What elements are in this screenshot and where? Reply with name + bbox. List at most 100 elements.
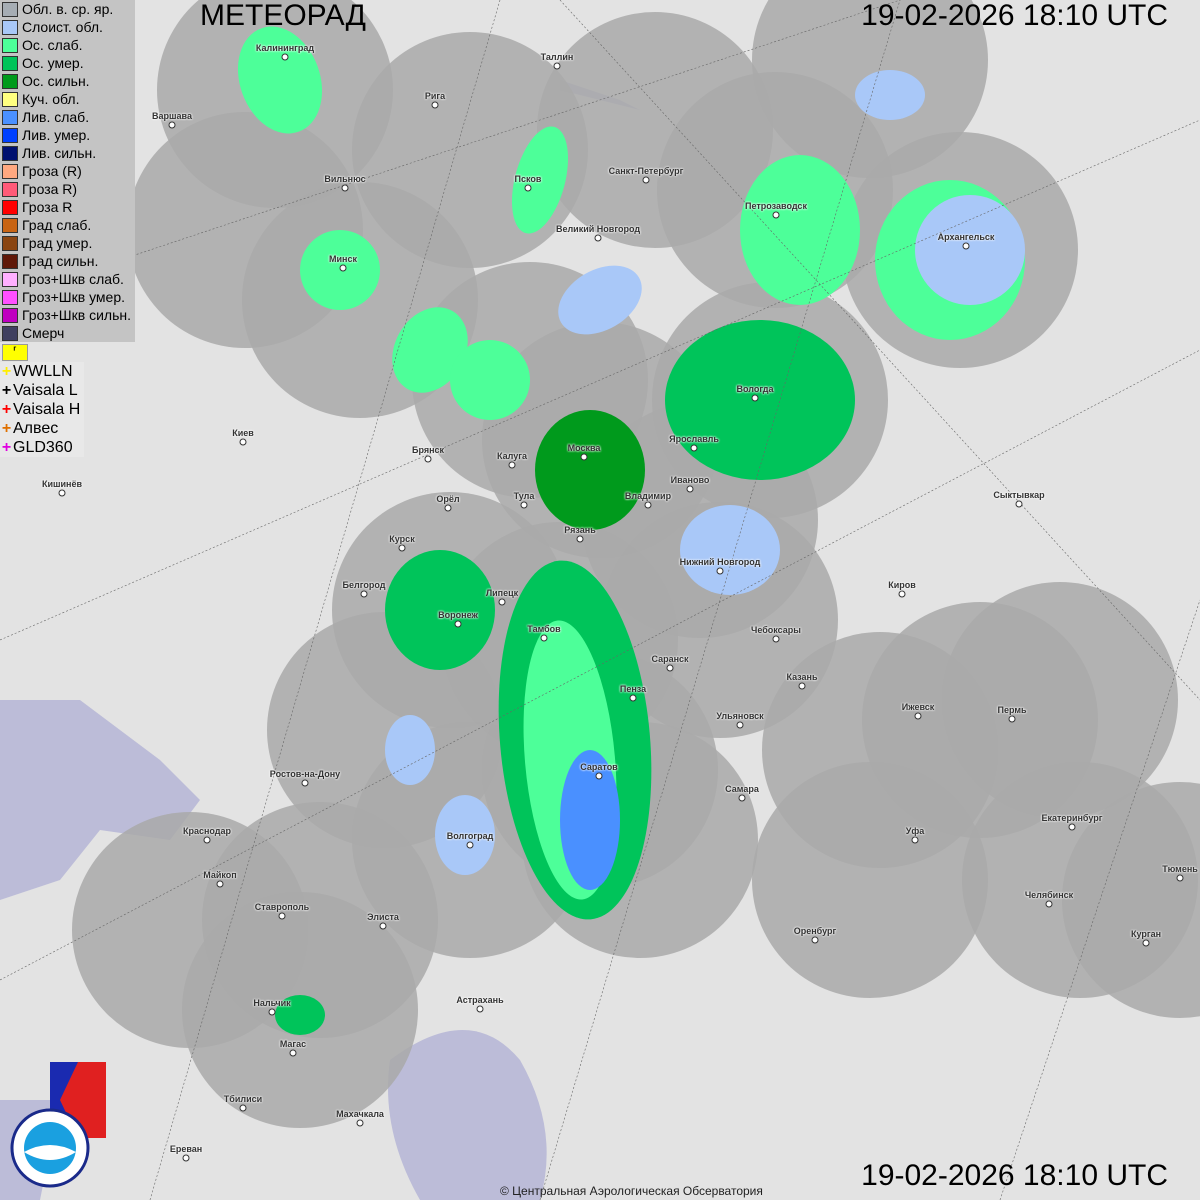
- city-label: Петрозаводск: [745, 201, 807, 211]
- legend-item: Обл. в. ср. яр.: [0, 0, 133, 18]
- city-label: Элиста: [367, 912, 399, 922]
- city-label: Ростов-на-Дону: [269, 769, 341, 779]
- lightning-cross-icon: +: [1, 382, 12, 399]
- city-marker: [1068, 823, 1076, 831]
- lightning-legend-item: + GLD360: [0, 438, 80, 457]
- legend-label: Лив. слаб.: [22, 109, 90, 125]
- lightning-legend-label: Vaisala L: [13, 382, 78, 399]
- legend-swatch: [2, 37, 18, 53]
- city-label: Тамбов: [527, 624, 561, 634]
- city-label: Ереван: [169, 1144, 203, 1154]
- precipitation-area: [435, 795, 495, 875]
- city-marker: [644, 501, 652, 509]
- precipitation-area: [855, 70, 925, 120]
- city-label: Рига: [424, 91, 446, 101]
- city-label: Тюмень: [1162, 864, 1198, 874]
- city-label: Липецк: [485, 588, 519, 598]
- legend-item: Гроз+Шкв умер.: [0, 288, 133, 306]
- page-title: МЕТЕОРАД: [200, 0, 366, 32]
- city-label: Казань: [786, 672, 818, 682]
- city-marker: [466, 841, 474, 849]
- precipitation-area: [665, 320, 855, 480]
- city-label: Астрахань: [456, 995, 504, 1005]
- city-label: Курган: [1130, 929, 1162, 939]
- legend-swatch: [2, 217, 18, 233]
- city-label: Екатеринбург: [1041, 813, 1103, 823]
- legend-label: Слоист. обл.: [22, 19, 103, 35]
- legend-swatch: [2, 271, 18, 287]
- legend-label: Ос. умер.: [22, 55, 84, 71]
- precipitation-area: [680, 505, 780, 595]
- radar-coverage-area: [752, 762, 988, 998]
- city-label: Великий Новгород: [555, 224, 641, 234]
- legend-item: Град слаб.: [0, 216, 133, 234]
- city-label: Чебоксары: [751, 625, 801, 635]
- city-label: Ульяновск: [716, 711, 764, 721]
- lightning-legend-item: + Vaisala H: [0, 400, 80, 419]
- legend-item: Куч. обл.: [0, 90, 133, 108]
- legend-label: Град умер.: [22, 235, 93, 251]
- legend-label: Гроз+Шкв слаб.: [22, 271, 124, 287]
- city-marker: [914, 712, 922, 720]
- precipitation-area: [558, 265, 642, 335]
- roshydromet-logo: [10, 1108, 90, 1188]
- city-marker: [339, 264, 347, 272]
- radar-coverage-area: [1062, 782, 1200, 1018]
- city-marker: [911, 836, 919, 844]
- city-label: Санкт-Петербург: [608, 166, 684, 176]
- legend-swatch: [2, 55, 18, 71]
- city-label: Пенза: [619, 684, 647, 694]
- city-marker: [690, 444, 698, 452]
- city-marker: [595, 772, 603, 780]
- copyright: © Центральная Аэрологическая Обсерватори…: [500, 1184, 763, 1198]
- legend-item: Град умер.: [0, 234, 133, 252]
- legend-swatch: [2, 181, 18, 197]
- city-marker: [580, 453, 588, 461]
- city-label: Курск: [389, 534, 415, 544]
- legend-label: Гроза R): [22, 181, 78, 197]
- city-marker: [1176, 874, 1184, 882]
- city-label: Вологда: [736, 384, 774, 394]
- city-label: Брянск: [411, 445, 445, 455]
- city-marker: [524, 184, 532, 192]
- legend-swatch: [2, 91, 18, 107]
- precipitation-area: [385, 715, 435, 785]
- city-marker: [239, 1104, 247, 1112]
- city-label: Киев: [232, 428, 254, 438]
- city-marker: [629, 694, 637, 702]
- precipitation: [237, 26, 1025, 1035]
- city-marker: [454, 620, 462, 628]
- legend-item: Ос. слаб.: [0, 36, 133, 54]
- lightning-legend-item: + Vaisala L: [0, 381, 80, 400]
- city-marker: [553, 62, 561, 70]
- city-marker: [278, 912, 286, 920]
- city-marker: [576, 535, 584, 543]
- legend-label: Гроза (R): [22, 163, 82, 179]
- legend-label: Обл. в. ср. яр.: [22, 1, 114, 17]
- city-marker: [268, 1008, 276, 1016]
- legend-label: Град слаб.: [22, 217, 92, 233]
- legend-item: Ос. умер.: [0, 54, 133, 72]
- lightning-legend-label: GLD360: [13, 439, 73, 456]
- city-label: Псков: [514, 174, 542, 184]
- city-marker: [360, 590, 368, 598]
- precipitation-area: [392, 307, 468, 393]
- precipitation-legend: Обл. в. ср. яр. Слоист. обл. Ос. слаб. Ос. …: [0, 0, 135, 342]
- city-label: Архангельск: [937, 232, 995, 242]
- city-label: Иваново: [670, 475, 710, 485]
- city-marker: [811, 936, 819, 944]
- lightning-legend-item: + Алвес: [0, 419, 80, 438]
- city-marker: [301, 779, 309, 787]
- precipitation-area: [511, 126, 569, 234]
- flag-toggle-button[interactable]: ⸢: [2, 344, 28, 361]
- lightning-cross-icon: +: [1, 439, 12, 456]
- lightning-cross-icon: +: [1, 420, 12, 437]
- city-label: Орёл: [436, 494, 460, 504]
- precipitation-area: [450, 340, 530, 420]
- lightning-legend-label: Алвес: [13, 420, 59, 437]
- legend-item: Гроза R: [0, 198, 133, 216]
- city-label: Москва: [567, 443, 601, 453]
- city-marker: [686, 485, 694, 493]
- legend-item: Лив. умер.: [0, 126, 133, 144]
